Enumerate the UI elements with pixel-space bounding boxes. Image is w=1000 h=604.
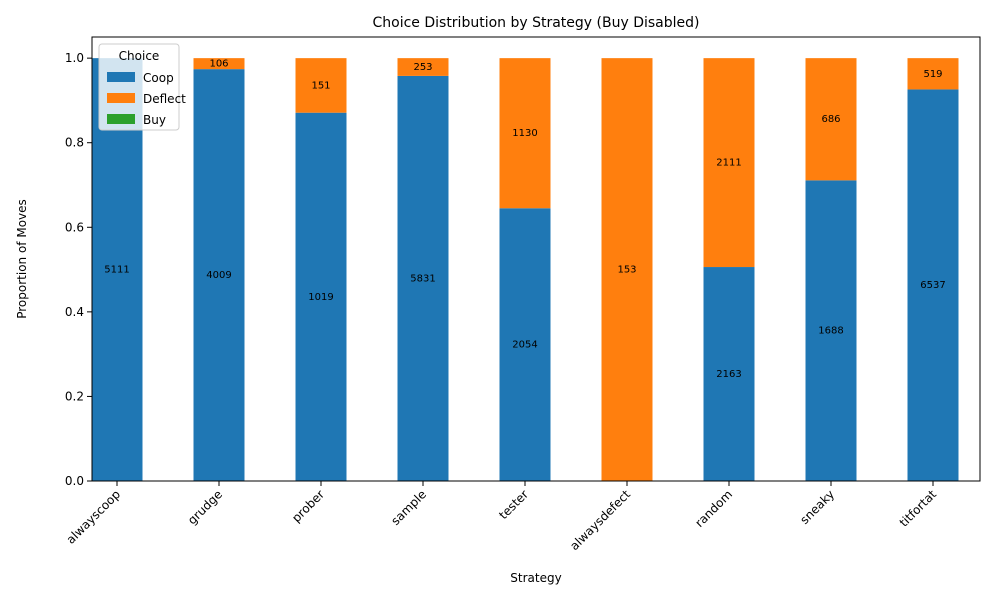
legend-label: Buy: [143, 113, 166, 127]
y-axis-label: Proportion of Moves: [15, 199, 29, 319]
data-label: 2163: [716, 369, 741, 380]
bar-segment: [295, 112, 347, 481]
bar-segment: [295, 58, 347, 113]
data-label: 6537: [920, 280, 945, 291]
data-label: 106: [209, 59, 228, 70]
data-label: 1130: [512, 128, 537, 139]
data-label: 4009: [206, 270, 231, 281]
bar-segment: [499, 58, 551, 209]
chart-title: Choice Distribution by Strategy (Buy Dis…: [372, 15, 699, 31]
data-label: 253: [413, 62, 432, 73]
bar-segment: [193, 58, 245, 70]
y-tick-label: 1.0: [65, 51, 84, 65]
x-tick-label: random: [692, 487, 735, 530]
data-label: 1688: [818, 326, 843, 337]
data-label: 5111: [104, 265, 129, 276]
plot-frame: [91, 36, 981, 482]
y-tick-label: 0.8: [65, 136, 84, 150]
x-tick-label: grudge: [185, 487, 225, 527]
bar-segment: [499, 208, 551, 481]
x-tick-label: titfortat: [897, 487, 940, 530]
x-tick-label: alwaysdefect: [567, 487, 633, 553]
bar-segment: [193, 69, 245, 481]
bar-segment: [601, 58, 653, 482]
data-label: 2111: [716, 158, 741, 169]
y-tick-label: 0.4: [65, 305, 84, 319]
legend-label: Coop: [143, 71, 174, 85]
bar-segment: [397, 75, 449, 481]
legend-swatch: [107, 114, 135, 124]
data-label: 686: [821, 114, 840, 125]
y-tick-label: 0.2: [65, 389, 84, 403]
y-tick-label: 0.6: [65, 220, 84, 234]
y-tick-label: 0.0: [65, 474, 84, 488]
data-label: 2054: [512, 340, 537, 351]
x-tick-label: sample: [388, 487, 429, 528]
x-tick-label: sneaky: [797, 487, 837, 527]
data-label: 153: [617, 265, 636, 276]
bar-segment: [703, 58, 755, 268]
x-tick-label: tester: [496, 487, 531, 522]
data-label: 1019: [308, 292, 333, 303]
bar-segment: [805, 58, 857, 181]
x-tick-label: prober: [289, 487, 327, 525]
legend-swatch: [107, 72, 135, 82]
data-label: 5831: [410, 273, 435, 284]
x-axis-label: Strategy: [510, 571, 561, 585]
bar-segment: [703, 267, 755, 481]
bar-segment: [907, 58, 959, 90]
legend-swatch: [107, 93, 135, 103]
legend-label: Deflect: [143, 92, 186, 106]
data-label: 519: [923, 69, 942, 80]
legend-title: Choice: [119, 49, 160, 63]
legend-box: [98, 43, 180, 131]
bar-segment: [397, 58, 449, 76]
bar-segment: [805, 180, 857, 481]
data-label: 151: [311, 80, 330, 91]
x-tick-label: alwayscoop: [64, 487, 123, 546]
bar-segment: [907, 89, 959, 481]
